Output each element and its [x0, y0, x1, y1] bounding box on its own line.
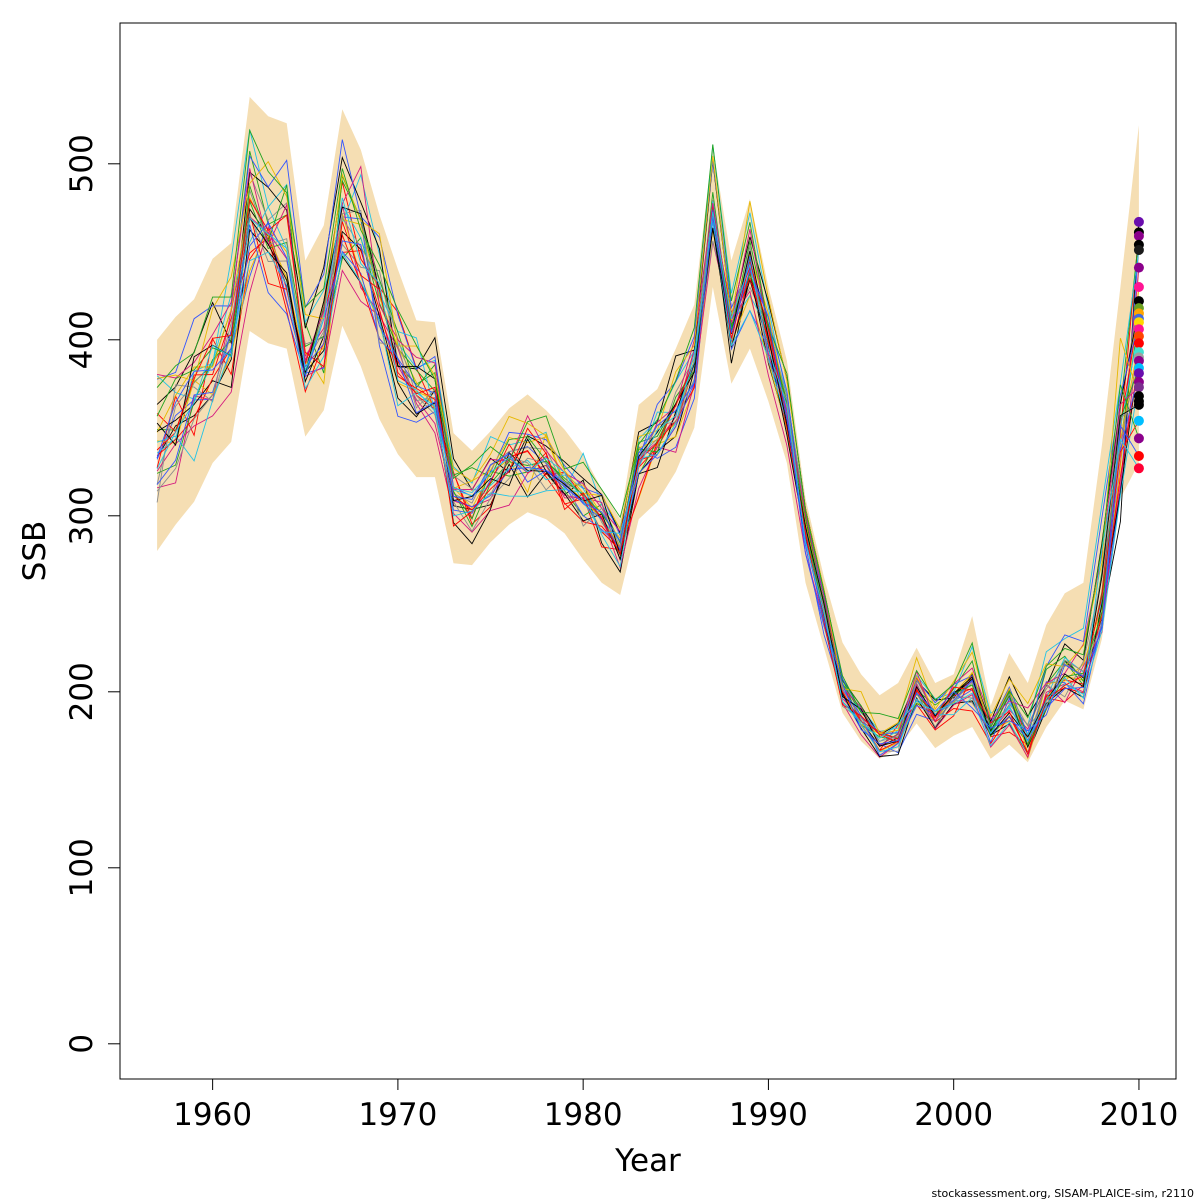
series-line	[156, 222, 1140, 755]
endpoint-point	[1133, 324, 1144, 335]
y-tick-label: 0	[64, 1034, 100, 1054]
x-tick-label: 2010	[1099, 1097, 1178, 1133]
series-line	[156, 225, 1140, 759]
series-line	[157, 155, 1140, 735]
y-axis-title: SSB	[17, 521, 53, 582]
y-tick-label: 100	[64, 838, 100, 897]
endpoint-markers	[1133, 216, 1144, 474]
series-line	[156, 172, 1140, 734]
y-axis: 0 100 200 300 400 500	[64, 134, 120, 1054]
x-axis: 1960 1970 1980 1990 2000 2010	[173, 1079, 1178, 1133]
plot-frame	[119, 22, 1177, 1080]
y-tick-label: 200	[64, 662, 100, 721]
endpoint-point	[1133, 231, 1144, 241]
endpoint-point	[1133, 399, 1144, 410]
endpoint-point	[1133, 463, 1144, 474]
endpoint-point	[1133, 262, 1144, 273]
x-tick-label: 1970	[358, 1097, 437, 1133]
endpoint-point	[1133, 296, 1144, 307]
footer-credit: stockassessment.org, SISAM-PLAICE-sim, r…	[931, 1187, 1194, 1200]
series-line	[156, 198, 1140, 756]
endpoint-point	[1133, 382, 1144, 393]
series-line	[156, 216, 1140, 745]
endpoint-point	[1133, 368, 1144, 379]
x-tick-label: 1980	[544, 1097, 623, 1133]
x-tick-label: 2000	[914, 1097, 993, 1133]
endpoint-point	[1133, 355, 1144, 366]
endpoint-point	[1133, 451, 1144, 461]
series-line	[156, 197, 1140, 743]
series-line	[156, 206, 1140, 747]
endpoint-point	[1133, 331, 1144, 342]
endpoint-point	[1133, 433, 1144, 444]
endpoint-point	[1133, 338, 1144, 349]
endpoint-point	[1133, 282, 1144, 292]
series-line	[156, 209, 1140, 754]
endpoint-point	[1133, 415, 1144, 426]
x-tick-label: 1990	[729, 1097, 808, 1133]
y-tick-label: 400	[64, 310, 100, 369]
simulation-series	[156, 128, 1140, 760]
x-tick-label: 1960	[173, 1097, 252, 1133]
endpoint-point	[1133, 245, 1144, 255]
x-axis-title: Year	[614, 1143, 681, 1179]
endpoint-point	[1133, 317, 1144, 328]
endpoint-point	[1133, 216, 1144, 227]
y-tick-label: 300	[64, 486, 100, 545]
series-line	[156, 128, 1140, 729]
y-tick-label: 500	[64, 134, 100, 193]
